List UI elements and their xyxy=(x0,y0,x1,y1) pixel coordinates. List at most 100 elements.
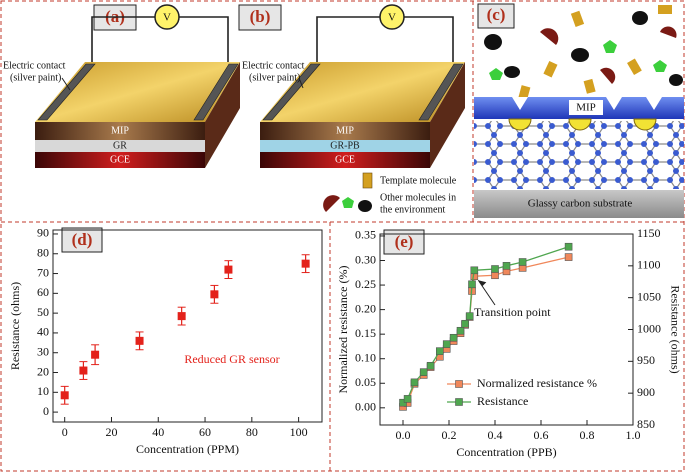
panel-label-box xyxy=(238,4,282,31)
y-tick-label: 10 xyxy=(37,384,49,398)
marker xyxy=(491,265,499,273)
x-tick-label: 0.0 xyxy=(396,428,411,442)
x-axis-label: Concentration (PPM) xyxy=(136,442,239,456)
y-tick-label: 1050 xyxy=(637,289,661,303)
leader xyxy=(61,77,71,91)
y-tick-label: 60 xyxy=(37,285,49,299)
point xyxy=(135,336,144,345)
layer-label: GCE xyxy=(110,154,130,165)
x-tick-label: 0.8 xyxy=(580,428,595,442)
marker xyxy=(442,340,451,348)
x-tick-label: 0.6 xyxy=(534,428,549,442)
substrate-label: Glassy carbon substrate xyxy=(528,198,633,210)
binding-site xyxy=(633,118,657,131)
y-tick-label: 950 xyxy=(637,353,655,367)
contact-label: Electric contact xyxy=(3,60,66,71)
slab-side xyxy=(430,62,465,168)
layer xyxy=(35,122,205,140)
y-tick-label: 50 xyxy=(37,305,49,319)
panel-label-box xyxy=(61,227,103,253)
molecule-icon xyxy=(358,200,372,212)
y-tick-label: 70 xyxy=(37,265,49,279)
y-tick-label: 850 xyxy=(637,417,655,431)
legend-text: Template molecule xyxy=(380,175,457,186)
annotation: Reduced GR sensor xyxy=(184,352,279,366)
y-tick-label: 1150 xyxy=(637,226,661,240)
y-tick-label: 900 xyxy=(637,385,655,399)
panel-c: (c) MIP Glassy carbon substrate xyxy=(474,3,684,218)
wire xyxy=(316,16,454,64)
panel-b: (b) V MIP GR-PB GCE Electric contact (si… xyxy=(238,4,465,168)
marker xyxy=(426,361,435,370)
contact-label: (silver paint) xyxy=(249,72,300,83)
point xyxy=(210,290,219,299)
slab-top xyxy=(260,62,465,122)
x-tick-label: 40 xyxy=(152,425,164,439)
point xyxy=(79,366,88,375)
molecule-icon xyxy=(342,197,354,208)
substrate xyxy=(474,190,684,218)
legend-box xyxy=(443,373,625,413)
cavity xyxy=(606,97,622,110)
layer-label: GR xyxy=(113,140,127,151)
panel-label: (d) xyxy=(72,230,93,249)
marker xyxy=(435,347,444,355)
point xyxy=(224,265,233,274)
marker xyxy=(470,266,479,275)
leader xyxy=(298,77,304,89)
meter-label: V xyxy=(163,12,171,24)
y2-axis-label: Resistance (ohms) xyxy=(668,285,682,373)
marker xyxy=(449,333,458,342)
legend-text: Normalized resistance % xyxy=(477,376,597,390)
electrode xyxy=(262,63,321,121)
y-tick-label: 0 xyxy=(43,404,49,418)
panel-a: (a) V MIP GR GCE Electric contact (silve… xyxy=(3,4,240,168)
x-tick-label: 80 xyxy=(246,425,258,439)
x-tick-label: 0 xyxy=(62,425,68,439)
contact-label: Electric contact xyxy=(242,60,305,71)
wire xyxy=(91,16,229,64)
x-tick-label: 1.0 xyxy=(626,428,641,442)
y-tick-label: 0.00 xyxy=(355,400,376,414)
x-tick-label: 60 xyxy=(199,425,211,439)
film-label-box xyxy=(569,100,603,115)
binding-site xyxy=(568,118,592,131)
layer-label: GR-PB xyxy=(330,140,360,151)
y-tick-label: 20 xyxy=(37,364,49,378)
panel-label: (c) xyxy=(487,5,506,24)
binding-site xyxy=(508,118,532,131)
y-tick-label: 0.05 xyxy=(355,375,376,389)
y-tick-label: 1100 xyxy=(637,258,661,272)
y-axis-label: Resistance (ohms) xyxy=(8,282,22,370)
x-tick-label: 20 xyxy=(105,425,117,439)
y-tick-label: 0.15 xyxy=(355,326,376,340)
y-tick-label: 0.20 xyxy=(355,301,376,315)
voltmeter xyxy=(379,4,405,30)
marker xyxy=(518,258,527,266)
layer xyxy=(35,140,205,152)
layer xyxy=(35,152,205,168)
layer xyxy=(260,140,430,152)
marker xyxy=(419,368,428,376)
marker xyxy=(461,319,469,328)
marker xyxy=(465,312,474,320)
legend-text: Resistance xyxy=(477,394,528,408)
panel-label: (b) xyxy=(250,7,271,26)
film-label: MIP xyxy=(576,102,596,114)
point xyxy=(301,259,310,268)
legend-marker xyxy=(455,380,463,388)
x-tick-label: 0.4 xyxy=(488,428,503,442)
marker xyxy=(564,253,573,261)
panel-c-legend: Template molecule Other molecules in the… xyxy=(323,172,457,215)
meter-label: V xyxy=(388,12,396,24)
layer-label: MIP xyxy=(111,125,129,136)
y-tick-label: 0.10 xyxy=(355,350,376,364)
electrode xyxy=(193,63,239,121)
molecule-icon xyxy=(323,195,340,212)
slab-top xyxy=(35,62,240,122)
marker xyxy=(502,262,511,270)
marker xyxy=(410,378,419,387)
marker xyxy=(399,398,407,407)
